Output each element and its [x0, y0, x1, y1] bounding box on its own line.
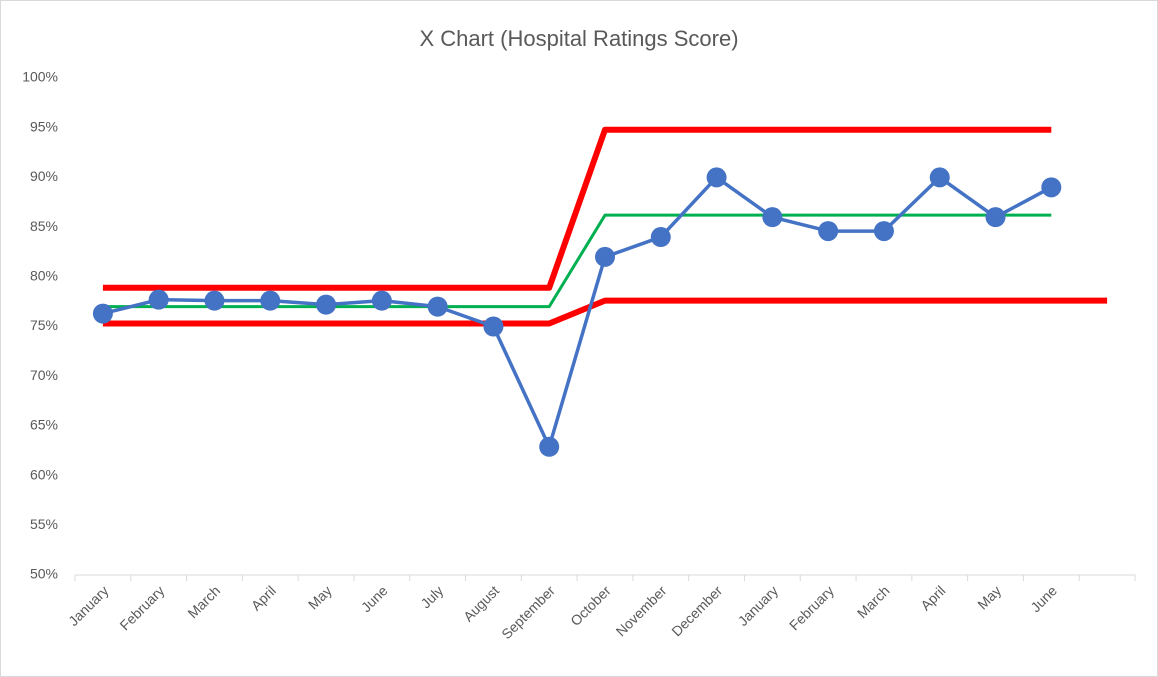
data-point: [985, 207, 1006, 228]
y-tick-label: 50%: [30, 566, 58, 582]
y-tick-label: 70%: [30, 367, 58, 383]
data-point: [873, 221, 894, 242]
data-point: [595, 246, 615, 267]
chart-title: X Chart (Hospital Ratings Score): [419, 26, 738, 51]
data-point: [1041, 177, 1062, 198]
y-tick-label: 65%: [30, 417, 58, 433]
data-point: [483, 316, 504, 337]
y-tick-label: 95%: [30, 118, 58, 134]
data-point: [650, 227, 671, 248]
data-point: [92, 303, 113, 324]
data-point: [929, 167, 950, 188]
data-point: [204, 290, 225, 311]
data-point: [818, 221, 839, 242]
data-point: [316, 294, 337, 315]
series-line: [102, 297, 1108, 327]
data-point: [260, 290, 281, 311]
data-point: [706, 167, 727, 188]
y-tick-label: 85%: [30, 218, 58, 234]
series-line: [102, 126, 1052, 291]
data-point: [762, 207, 783, 228]
series-line: [102, 213, 1052, 309]
y-tick-label: 90%: [30, 168, 58, 184]
y-tick-label: 75%: [30, 317, 58, 333]
data-point: [371, 290, 392, 311]
data-point: [148, 289, 169, 310]
data-point: [539, 436, 560, 457]
y-tick-label: 60%: [30, 466, 58, 482]
y-tick-label: 100%: [22, 69, 58, 85]
data-point: [427, 296, 448, 317]
y-tick-label: 55%: [30, 516, 58, 532]
y-tick-label: 80%: [30, 268, 58, 284]
